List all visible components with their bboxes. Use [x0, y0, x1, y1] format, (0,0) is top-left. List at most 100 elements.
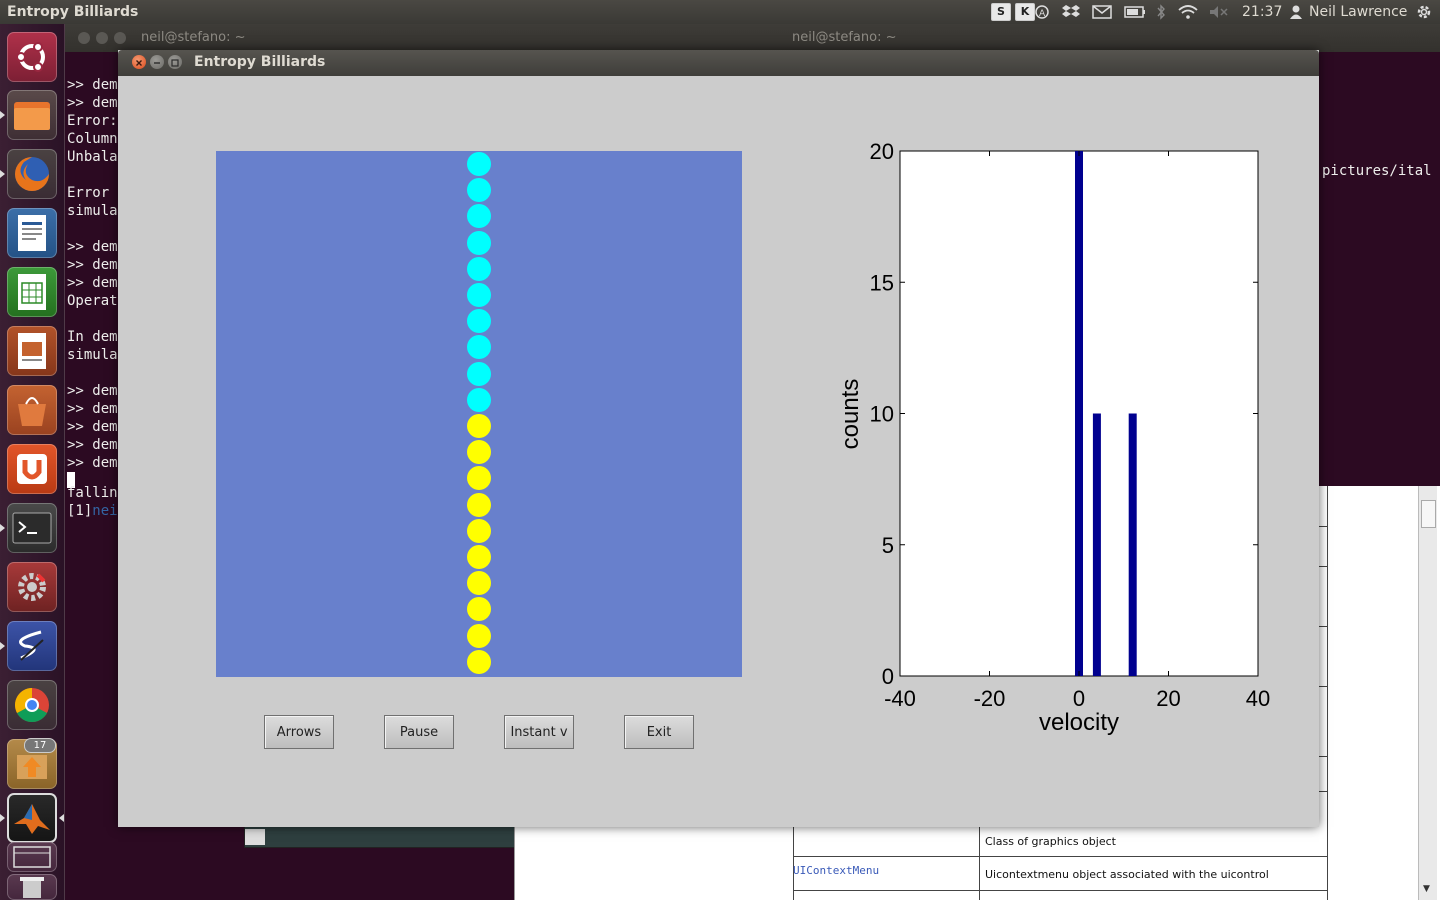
doc-row-line — [793, 856, 1327, 857]
arrows-button[interactable]: Arrows — [264, 715, 334, 749]
window-title: Entropy Billiards — [194, 54, 326, 70]
wifi-icon[interactable] — [1176, 0, 1200, 24]
volume-muted-icon[interactable] — [1208, 0, 1230, 24]
doc-scrollbar[interactable]: ▼ — [1418, 486, 1437, 900]
workspace-icon[interactable] — [7, 842, 57, 872]
matlab-icon[interactable] — [7, 793, 57, 843]
y-tick-label: 15 — [870, 270, 894, 295]
ubuntu-logo-icon[interactable] — [7, 32, 57, 82]
instant-velocity-button[interactable]: Instant v — [504, 715, 574, 749]
keyboard-indicator-k[interactable]: K — [1014, 0, 1036, 24]
cyan-ball — [467, 178, 491, 203]
scrollbar-thumb[interactable] — [1421, 500, 1436, 528]
cyan-ball — [467, 309, 491, 334]
yellow-ball — [467, 597, 491, 622]
dropbox-icon[interactable] — [1060, 0, 1082, 24]
terminal-line: >> dem — [67, 419, 118, 435]
yellow-ball — [467, 623, 491, 648]
ubuntu-one-icon[interactable] — [7, 444, 57, 494]
histogram-bar — [1128, 413, 1137, 676]
yellow-ball — [467, 649, 491, 674]
minimize-icon[interactable] — [96, 32, 108, 44]
trash-icon[interactable] — [7, 874, 57, 900]
close-icon[interactable] — [132, 55, 146, 69]
accessibility-icon[interactable]: A — [1034, 0, 1050, 24]
doc-table-border-right — [1327, 486, 1328, 900]
exit-button[interactable]: Exit — [624, 715, 694, 749]
cyan-ball — [467, 256, 491, 281]
scroll-down-icon[interactable]: ▼ — [1423, 884, 1430, 894]
terminal-line: >> dem — [67, 239, 118, 255]
cyan-ball — [467, 204, 491, 229]
session-gear-icon[interactable] — [1414, 0, 1434, 24]
terminal-line: Operat — [67, 293, 118, 309]
keyboard-indicator-s[interactable]: S — [990, 0, 1012, 24]
histogram-bar — [1092, 413, 1101, 676]
terminal-line — [67, 220, 118, 238]
terminal-line: simula — [67, 203, 118, 219]
firefox-icon[interactable] — [7, 149, 57, 199]
settings-icon[interactable] — [7, 562, 57, 612]
running-indicator — [0, 111, 5, 119]
mail-icon[interactable] — [1090, 0, 1114, 24]
calc-icon[interactable] — [7, 267, 57, 317]
billiards-playfield[interactable] — [216, 151, 742, 677]
impress-icon[interactable] — [7, 326, 57, 376]
terminal-line: >> dem — [67, 95, 118, 111]
doc-property-name[interactable]: UIContextMenu — [793, 864, 880, 877]
yellow-ball — [467, 545, 491, 569]
bars — [1075, 151, 1137, 676]
right-terminal-output: pictures/ital — [1322, 163, 1432, 179]
running-indicator — [0, 170, 5, 178]
clock[interactable]: 21:37 — [1242, 4, 1283, 20]
yellow-ball — [467, 571, 491, 596]
synaptic-icon[interactable] — [7, 621, 57, 671]
terminal-line-tail2: [1]nei — [67, 503, 118, 519]
doc-row-line — [793, 890, 1327, 891]
x-tick-label: 0 — [1073, 686, 1085, 711]
chrome-icon[interactable] — [7, 680, 57, 730]
terminal-icon[interactable] — [7, 503, 57, 553]
launcher: 17 — [0, 24, 65, 900]
bluetooth-icon[interactable] — [1152, 0, 1170, 24]
software-center-icon[interactable] — [7, 385, 57, 435]
terminal-line: >> dem — [67, 455, 118, 471]
terminal-line: Unbala — [67, 149, 118, 165]
terminal-titlebar: neil@stefano: ~ neil@stefano: ~ — [64, 24, 1440, 52]
histogram-bar — [1075, 151, 1083, 676]
svg-text:A: A — [1039, 9, 1046, 19]
window-titlebar[interactable]: Entropy Billiards — [118, 50, 1319, 76]
terminal-line: Error — [67, 185, 118, 201]
files-icon[interactable] — [7, 90, 57, 140]
terminal-output: >> dem >> dem Error: Column Unbala Error sim… — [67, 76, 118, 472]
terminal-line: >> dem — [67, 437, 118, 453]
terminal-line: >> dem — [67, 401, 118, 417]
terminal-line: >> dem — [67, 275, 118, 291]
minimize-icon[interactable] — [150, 55, 164, 69]
pause-button[interactable]: Pause — [384, 715, 454, 749]
terminal-line: >> dem — [67, 257, 118, 273]
maximize-icon[interactable] — [114, 32, 126, 44]
yellow-ball — [467, 414, 491, 438]
maximize-icon[interactable] — [168, 55, 182, 69]
cyan-ball — [467, 152, 491, 176]
battery-icon[interactable] — [1122, 0, 1148, 24]
update-badge: 17 — [24, 738, 56, 753]
yellow-ball — [467, 466, 491, 491]
cyan-ball — [467, 335, 491, 360]
user-name[interactable]: Neil Lawrence — [1309, 4, 1408, 20]
doc-property-desc: Uicontextmenu object associated with the… — [985, 868, 1269, 881]
running-indicator — [0, 642, 5, 650]
writer-icon[interactable] — [7, 208, 57, 258]
terminal-line: In dem — [67, 329, 118, 345]
y-tick-label: 20 — [870, 140, 894, 164]
running-indicator — [0, 524, 5, 532]
doc-table-border-mid — [979, 826, 980, 900]
terminal-cursor — [67, 472, 75, 488]
scroll-arrow-icon[interactable] — [245, 829, 265, 845]
terminal2-title: neil@stefano: ~ — [792, 30, 897, 45]
yellow-ball — [467, 440, 491, 465]
cyan-ball — [467, 283, 491, 307]
close-icon[interactable] — [78, 32, 90, 44]
cyan-ball — [467, 387, 491, 412]
